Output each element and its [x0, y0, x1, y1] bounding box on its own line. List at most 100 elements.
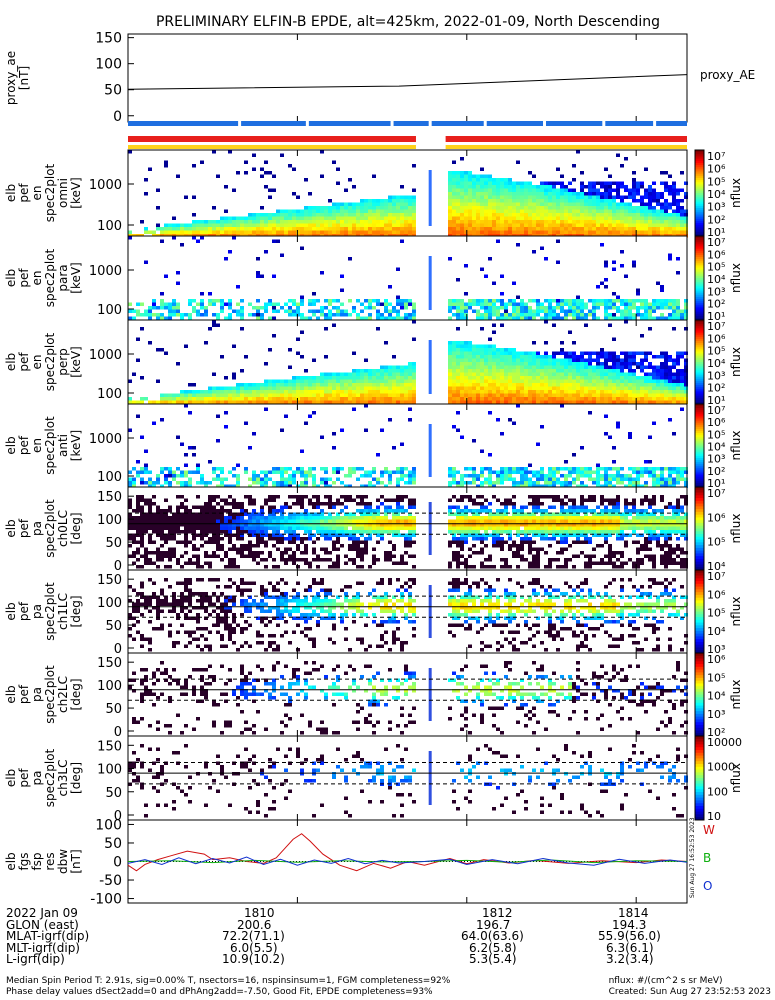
pa-cell: [224, 530, 228, 534]
spectrogram-cell: [364, 400, 368, 404]
spectrogram-cell: [628, 484, 632, 488]
spectrogram-cell: [460, 313, 464, 317]
spectrogram-cell: [488, 379, 492, 383]
spectrogram-cell: [664, 376, 668, 380]
spectrogram-cell: [516, 390, 520, 394]
pa-cell: [260, 509, 264, 513]
spectrogram-cell: [592, 379, 596, 383]
spectrogram-cell: [296, 230, 300, 234]
spectrogram-cell: [364, 372, 368, 376]
spectrogram-cell: [576, 202, 580, 206]
spectrogram-cell: [680, 407, 684, 411]
spectrogram-cell: [352, 407, 356, 411]
spectrogram-cell: [328, 223, 332, 227]
spectrogram-cell: [184, 230, 188, 234]
spectrogram-cell: [548, 227, 552, 231]
spectrogram-cell: [584, 376, 588, 380]
spectrogram-cell: [564, 362, 568, 366]
spectrogram-cell: [268, 400, 272, 404]
spectrogram-cell: [612, 397, 616, 401]
spectrogram-cell: [204, 390, 208, 394]
spectrogram-cell: [144, 227, 148, 231]
spectrogram-cell: [604, 481, 608, 485]
spectrogram-cell: [300, 246, 304, 250]
spectrogram-cell: [476, 372, 480, 376]
spectrogram-cell: [376, 390, 380, 394]
spectrogram-cell: [256, 397, 260, 401]
pa-cell: [192, 526, 196, 530]
spectrogram-cell: [296, 337, 300, 341]
spectrogram-cell: [524, 379, 528, 383]
spectrogram-cell: [556, 223, 560, 227]
colorbar-segment: [695, 326, 704, 329]
spectrogram-cell: [484, 379, 488, 383]
spectrogram-cell: [496, 481, 500, 485]
spectrogram-cell: [412, 206, 416, 210]
spectrogram-cell: [380, 213, 384, 217]
spectrogram-cell: [324, 216, 328, 220]
y-axis-label-line: pef: [17, 435, 31, 455]
spectrogram-cell: [276, 223, 280, 227]
spectrogram-cell: [660, 213, 664, 217]
spectrogram-cell: [296, 379, 300, 383]
spectrogram-cell: [352, 209, 356, 213]
state-bar-gap: [415, 145, 446, 149]
spectrogram-cell: [396, 230, 400, 234]
spectrogram-cell: [456, 355, 460, 359]
spectrogram-cell: [412, 386, 416, 390]
spectrogram-cell: [448, 351, 452, 355]
spectrogram-cell: [360, 484, 364, 488]
spectrogram-cell: [452, 213, 456, 217]
spectrogram-cell: [668, 484, 672, 488]
spectrogram-cell: [368, 386, 372, 390]
spectrogram-cell: [604, 220, 608, 224]
pa-cell: [196, 516, 200, 520]
spectrogram-cell: [644, 484, 648, 488]
spectrogram-cell: [528, 477, 532, 481]
spectrogram-cell: [472, 477, 476, 481]
pa-cell: [240, 554, 244, 558]
spectrogram-cell: [408, 299, 412, 303]
spectrogram-cell: [468, 474, 472, 478]
spectrogram-cell: [628, 435, 632, 439]
spectrogram-cell: [472, 178, 476, 182]
spectrogram-cell: [144, 449, 148, 453]
spectrogram-cell: [664, 230, 668, 234]
spectrogram-cell: [352, 397, 356, 401]
spectrogram-cell: [264, 185, 268, 189]
pa-cell: [272, 519, 276, 523]
pa-cell: [148, 505, 152, 509]
pa-cell: [180, 495, 184, 499]
spectrogram-cell: [280, 379, 284, 383]
spectrogram-cell: [264, 481, 268, 485]
spectrogram-cell: [496, 477, 500, 481]
spectrogram-cell: [616, 386, 620, 390]
pa-cell: [244, 544, 248, 548]
spectrogram-cell: [536, 185, 540, 189]
spectrogram-cell: [188, 227, 192, 231]
spectrogram-cell: [480, 181, 484, 185]
spectrogram-cell: [168, 397, 172, 401]
spectrogram-cell: [464, 195, 468, 199]
spectrogram-cell: [628, 355, 632, 359]
spectrogram-cell: [584, 351, 588, 355]
spectrogram-cell: [648, 206, 652, 210]
spectrogram-cell: [292, 192, 296, 196]
spectrogram-cell: [600, 243, 604, 247]
spectrogram-cell: [208, 400, 212, 404]
spectrogram-cell: [172, 306, 176, 310]
spectrogram-cell: [652, 192, 656, 196]
spectrogram-cell: [484, 355, 488, 359]
spectrogram-cell: [332, 390, 336, 394]
spectrogram-cell: [588, 188, 592, 192]
spectrogram-cell: [684, 365, 688, 369]
spectrogram-cell: [336, 379, 340, 383]
spectrogram-cell: [392, 400, 396, 404]
spectrogram-cell: [584, 400, 588, 404]
spectrogram-cell: [232, 397, 236, 401]
spectrogram-cell: [628, 365, 632, 369]
pa-cell: [216, 519, 220, 523]
spectrogram-cell: [572, 230, 576, 234]
spectrogram-cell: [552, 397, 556, 401]
spectrogram-cell: [580, 309, 584, 313]
